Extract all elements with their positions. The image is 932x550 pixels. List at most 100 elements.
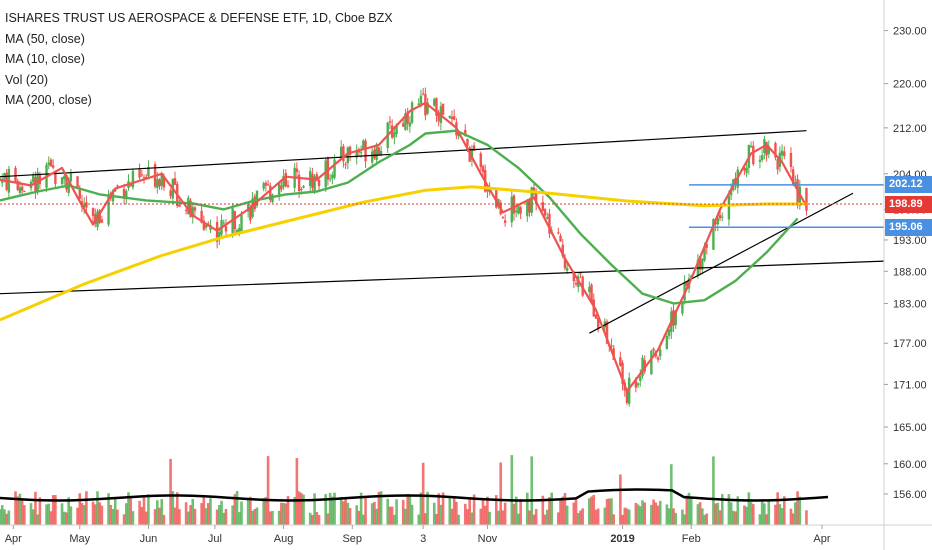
volume-bar	[497, 510, 500, 525]
candle-body	[14, 167, 17, 182]
volume-bar	[390, 506, 394, 525]
candle-body	[317, 179, 321, 187]
volume-bar	[703, 514, 706, 525]
volume-bar	[308, 512, 312, 525]
volume-bar	[156, 500, 159, 525]
legend-ma10[interactable]: MA (10, close)	[5, 52, 85, 66]
volume-bar	[127, 492, 130, 525]
candle-body	[639, 376, 642, 381]
candle-body	[667, 329, 671, 336]
legend-ma50[interactable]: MA (50, close)	[5, 31, 85, 46]
candle-body	[295, 168, 299, 172]
volume-bar	[324, 494, 327, 525]
volume-bar	[774, 504, 777, 525]
candle-body	[147, 166, 150, 177]
candle-body	[481, 166, 485, 172]
candle-body	[712, 218, 715, 250]
volume-bar	[732, 510, 735, 525]
volume-bar	[457, 514, 460, 525]
volume-bar	[681, 509, 684, 525]
volume-bar	[432, 502, 436, 525]
volume-bar	[386, 498, 390, 525]
candle-body	[85, 202, 88, 208]
volume-bar	[650, 504, 653, 525]
volume-bar	[734, 511, 737, 525]
candle-body	[34, 177, 37, 193]
volume-bar	[406, 493, 409, 525]
volume-bar	[791, 513, 795, 525]
volume-bar	[286, 496, 290, 525]
volume-bar	[796, 491, 799, 525]
candle-body	[791, 169, 795, 185]
volume-bar	[714, 503, 717, 525]
volume-bar	[510, 455, 514, 525]
volume-bar	[173, 507, 177, 525]
volume-bar	[619, 474, 622, 525]
candle-body	[393, 132, 396, 138]
volume-bar	[215, 509, 219, 525]
candle-body	[200, 210, 203, 223]
volume-bar	[767, 501, 771, 525]
volume-bar	[339, 496, 343, 525]
volume-bar	[705, 513, 709, 525]
candle-body	[417, 103, 420, 105]
volume-bar	[557, 512, 560, 525]
volume-bar	[760, 500, 764, 525]
candle-body	[91, 207, 95, 216]
candle-body	[125, 190, 128, 200]
candle-body	[222, 222, 225, 224]
y-tick-label: 220.00	[893, 79, 927, 91]
candle-body	[543, 209, 547, 216]
volume-ma-line	[0, 488, 829, 502]
volume-bar	[627, 509, 631, 525]
volume-bar	[559, 500, 562, 525]
legend-ma200[interactable]: MA (200, close)	[5, 93, 92, 107]
volume-bar	[47, 503, 51, 525]
volume-bar	[765, 514, 768, 525]
volume-bar	[528, 510, 531, 525]
candle-body	[783, 151, 786, 157]
candle-body	[235, 229, 239, 233]
volume-bar	[162, 514, 166, 525]
candle-body	[559, 235, 562, 242]
volume-bar	[348, 507, 352, 525]
volume-bar	[246, 499, 250, 525]
candle-body	[541, 202, 545, 211]
candle-body	[51, 165, 55, 168]
volume-bar	[131, 511, 135, 525]
volume-bar	[331, 496, 334, 525]
candle-body	[297, 174, 301, 192]
volume-bar	[404, 508, 407, 525]
volume-bar	[588, 498, 591, 525]
volume-bar	[107, 493, 110, 525]
y-tick-label: 183.00	[893, 298, 927, 310]
volume-bar	[18, 493, 22, 525]
volume-bar	[563, 493, 567, 525]
candle-body	[246, 204, 250, 212]
volume-bar	[23, 505, 26, 525]
y-tick-label: 188.00	[893, 266, 927, 278]
volume-bar	[7, 510, 11, 525]
legend-volume[interactable]: Vol (20)	[5, 72, 49, 87]
volume-bar	[727, 494, 731, 525]
volume-bar	[375, 508, 378, 525]
volume-bar	[218, 505, 221, 525]
candle-body	[122, 189, 126, 199]
volume-bar	[545, 509, 549, 525]
candle-body	[776, 159, 779, 170]
volume-bar	[483, 505, 487, 525]
candle-body	[605, 321, 609, 344]
candle-body	[503, 220, 507, 223]
candle-body	[162, 176, 166, 188]
candle-body	[579, 272, 582, 275]
volume-bar	[264, 496, 268, 525]
candle-body	[224, 226, 228, 232]
candle-body	[404, 113, 407, 130]
volume-bar	[124, 503, 128, 525]
volume-bar	[410, 504, 414, 525]
candle-body	[426, 102, 429, 114]
candle-body	[652, 348, 655, 351]
volume-bar	[147, 494, 150, 525]
candle-body	[160, 173, 163, 186]
